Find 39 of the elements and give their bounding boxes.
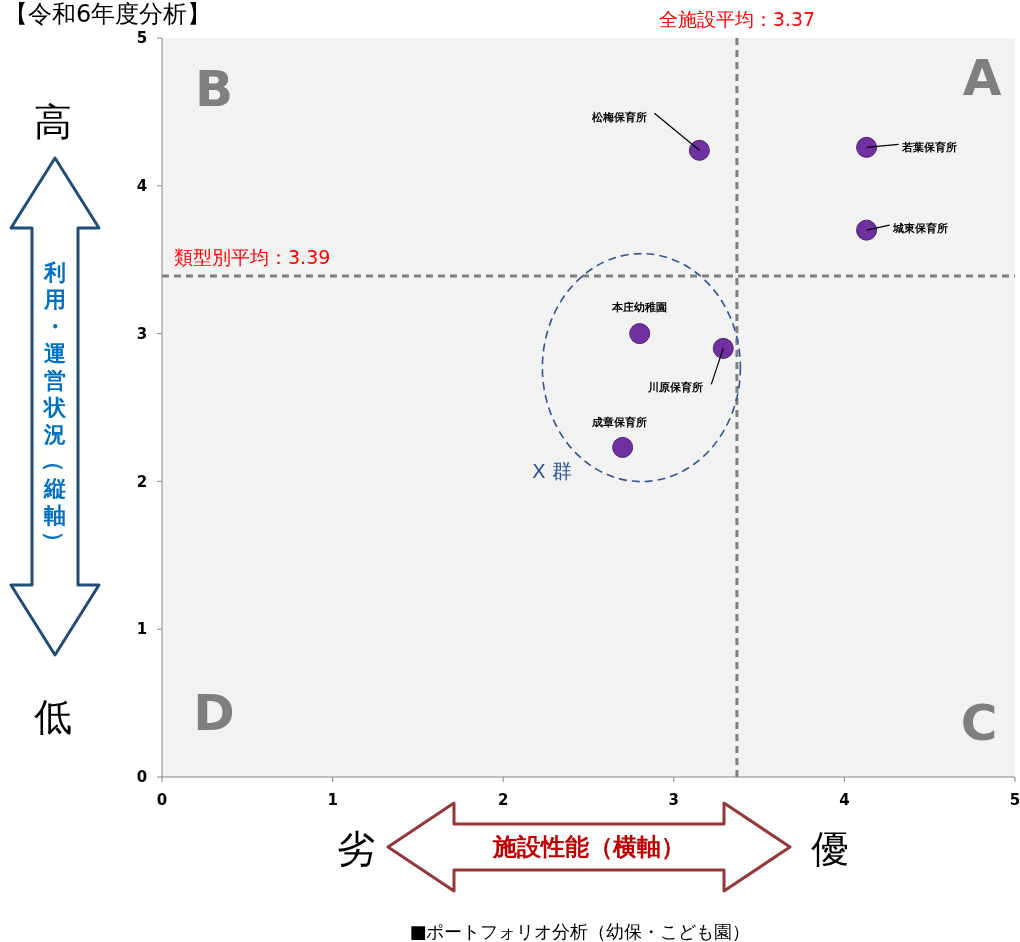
x-tick-label: 3 <box>668 791 680 809</box>
ref-line-label: 全施設平均：3.37 <box>658 8 816 30</box>
x-tick-label: 0 <box>156 791 168 809</box>
annotation: C <box>960 694 998 752</box>
annotation: D <box>193 684 235 742</box>
y-tick-label: 1 <box>136 620 148 639</box>
text: 高 <box>34 100 72 144</box>
annotation: 本庄幼稚園 <box>611 301 668 315</box>
x-tick-label: 5 <box>1009 791 1020 809</box>
annotation: 川原保育所 <box>646 381 703 395</box>
x-tick-label: 2 <box>497 791 509 809</box>
y-tick-label: 3 <box>136 324 148 343</box>
point <box>612 436 634 458</box>
x-tick-label: 1 <box>327 791 338 809</box>
x-tick-label: 4 <box>839 791 850 809</box>
point <box>856 219 878 241</box>
ref-line-label: 類型別平均：3.39 <box>174 245 331 268</box>
y-tick-label: 5 <box>136 29 148 48</box>
text: ■ポートフォリオ分析（幼保・こども園） <box>409 921 751 942</box>
annotation: B <box>194 60 234 118</box>
annotation: 城東保育所 <box>891 221 948 235</box>
text: 低 <box>34 695 72 739</box>
text: 劣 <box>337 827 375 871</box>
point <box>629 323 651 345</box>
point <box>688 139 710 161</box>
x-axis-title: 施設性能（横軸） <box>492 833 685 862</box>
text: 優 <box>811 827 849 871</box>
annotation: A <box>962 49 1002 107</box>
point <box>856 136 878 158</box>
y-tick-label: 4 <box>136 177 148 196</box>
annotation: 成章保育所 <box>591 416 648 430</box>
annotation: 松梅保育所 <box>590 111 647 125</box>
y-tick-label: 0 <box>136 768 148 787</box>
annotation: 若葉保育所 <box>900 141 957 155</box>
chart-title: 【令和6年度分析】 <box>4 0 212 28</box>
y-tick-label: 2 <box>136 472 148 491</box>
vertical-label: 利用・運営状況（縦軸） <box>42 259 68 553</box>
point <box>712 337 734 359</box>
annotation: X 群 <box>531 459 573 483</box>
